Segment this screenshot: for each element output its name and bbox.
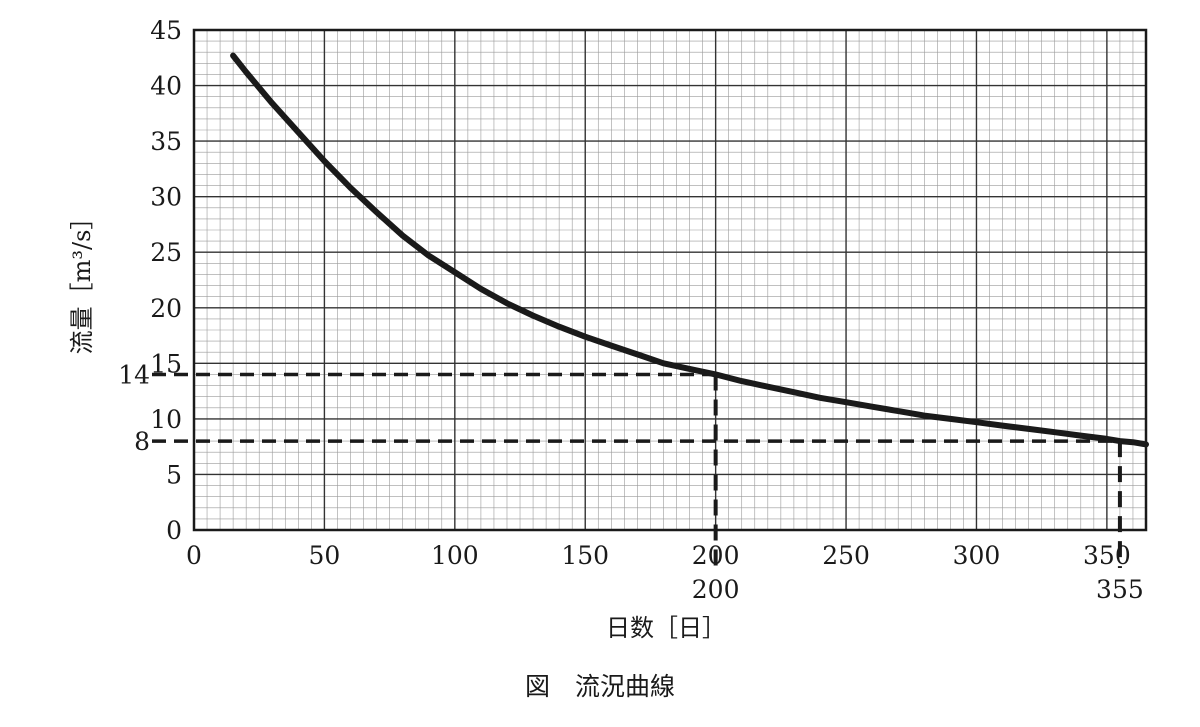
plot-frame — [192, 28, 1148, 532]
minor-grid — [194, 30, 1147, 530]
x-tick-label: 100 — [431, 541, 479, 570]
y-tick-label: 40 — [150, 72, 182, 101]
y-tick-label: 10 — [150, 405, 182, 434]
x-tick-label: 150 — [561, 541, 609, 570]
y-tick-label: 45 — [150, 16, 182, 45]
chart-caption: 図 流況曲線 — [525, 672, 675, 701]
x-tick-label: 250 — [822, 541, 870, 570]
major-grid — [193, 29, 1146, 531]
x-tick-label: 300 — [953, 541, 1001, 570]
x-tick-label: 0 — [186, 541, 202, 570]
y-tick-label: 20 — [150, 294, 182, 323]
guide-y-label: 8 — [134, 427, 150, 456]
x-tick-label: 50 — [309, 541, 341, 570]
dashed-guides — [152, 372, 1122, 568]
y-tick-label: 25 — [150, 238, 182, 267]
guide-y-label: 14 — [118, 360, 150, 389]
flow-duration-curve — [230, 52, 1149, 448]
x-axis-label: 日数［日］ — [606, 614, 726, 642]
y-tick-label: 30 — [150, 183, 182, 212]
x-tick-label: 350 — [1083, 541, 1131, 570]
x-tick-labels: 050100150200250300350 — [186, 541, 1131, 570]
y-tick-label: 5 — [166, 460, 182, 489]
y-axis-label: 流量［m³/s］ — [68, 206, 96, 355]
y-tick-label: 0 — [166, 516, 182, 545]
guide-x-label: 355 — [1096, 575, 1144, 604]
guide-x-label: 200 — [692, 575, 740, 604]
annotation-labels: 14 200 8 355 — [118, 360, 1144, 604]
y-tick-label: 35 — [150, 127, 182, 156]
